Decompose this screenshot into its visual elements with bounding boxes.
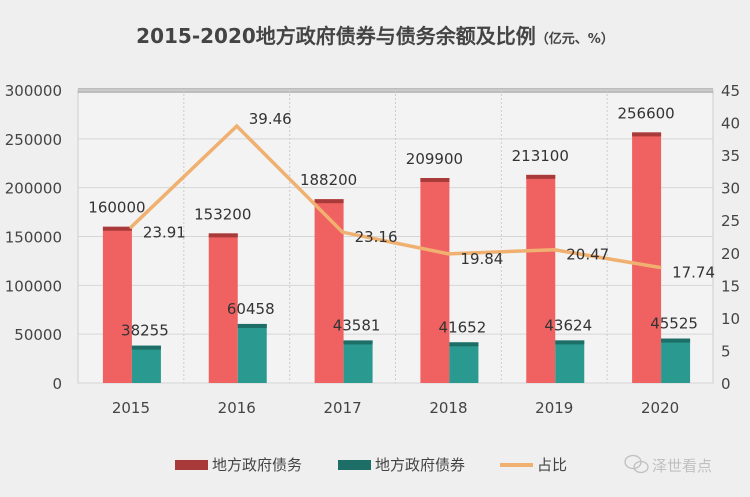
data-label-debt: 188200 [300, 171, 357, 189]
data-label-bond: 41652 [439, 318, 487, 336]
left-tick-label: 100000 [5, 277, 62, 295]
left-tick-label: 0 [52, 375, 62, 393]
ratio-point [129, 225, 133, 229]
bar-debt-cap [632, 132, 662, 137]
ratio-line [129, 123, 661, 270]
right-tick-label: 45 [721, 82, 740, 100]
x-tick-label: 2019 [535, 399, 573, 417]
ratio-point [341, 230, 345, 234]
data-label-bond: 43581 [333, 316, 381, 334]
legend-label-debt: 地方政府债务 [212, 456, 302, 474]
data-label-bond: 45525 [650, 315, 698, 333]
bar-debt-cap [208, 233, 238, 238]
x-tick-label: 2020 [641, 399, 679, 417]
x-tick-label: 2018 [429, 399, 467, 417]
data-label-ratio: 20.47 [566, 246, 609, 264]
ratio-point [658, 265, 662, 269]
legend-swatch-debt [175, 460, 208, 470]
watermark-text: 泽世看点 [652, 457, 712, 475]
bar-debt-cap [314, 199, 344, 204]
bar-bond-cap [343, 340, 373, 345]
bar-debt [102, 226, 132, 383]
bar-bond [555, 340, 585, 383]
x-tick-label: 2015 [112, 399, 150, 417]
data-label-ratio: 17.74 [672, 263, 715, 281]
left-tick-label: 50000 [14, 326, 62, 344]
ratio-point [446, 252, 450, 256]
legend-label-ratio: 占比 [537, 456, 567, 474]
right-tick-label: 5 [721, 342, 731, 360]
bar-bond-cap [555, 340, 585, 345]
ratio-point [552, 248, 556, 252]
right-tick-label: 30 [721, 180, 740, 198]
wechat-icon [624, 454, 649, 474]
right-tick-label: 25 [721, 212, 740, 230]
data-label-bond: 38255 [121, 322, 169, 340]
bar-debt-cap [420, 177, 450, 182]
left-tick-label: 300000 [5, 82, 62, 100]
data-label-ratio: 39.46 [249, 110, 292, 128]
bar-bond [131, 345, 161, 383]
right-tick-label: 35 [721, 147, 740, 165]
legend: 地方政府债务 地方政府债券 占比 [175, 456, 567, 474]
ratio-point [235, 124, 239, 128]
x-tick-label: 2017 [323, 399, 361, 417]
chart-title: 2015-2020地方政府债券与债务余额及比例（亿元、%） [136, 24, 614, 48]
bar-debt-cap [102, 226, 132, 231]
data-label-ratio: 19.84 [460, 250, 503, 268]
bar-debt [632, 132, 662, 383]
bar-bond [237, 323, 267, 383]
legend-swatch-bond [338, 460, 371, 470]
right-tick-label: 20 [721, 245, 740, 263]
left-tick-label: 250000 [5, 131, 62, 149]
right-tick-label: 40 [721, 115, 740, 133]
data-label-debt: 256600 [617, 104, 674, 122]
left-tick-label: 200000 [5, 180, 62, 198]
data-label-ratio: 23.91 [143, 223, 186, 241]
bar-bond-cap [131, 345, 161, 350]
data-label-ratio: 23.16 [355, 228, 398, 246]
data-label-bond: 60458 [227, 300, 275, 318]
data-label-debt: 209900 [406, 150, 463, 168]
bar-bond [449, 342, 479, 383]
bar-bond-cap [237, 323, 267, 328]
data-label-debt: 160000 [88, 199, 145, 217]
right-tick-label: 10 [721, 310, 740, 328]
data-label-bond: 43624 [544, 316, 592, 334]
bar-bond [343, 340, 373, 383]
bar-debt-cap [526, 174, 556, 179]
left-tick-label: 150000 [5, 229, 62, 247]
bar-debt [208, 233, 238, 383]
bar-bond-cap [661, 338, 691, 343]
x-tick-label: 2016 [218, 399, 256, 417]
bar-bond [661, 338, 691, 383]
legend-label-bond: 地方政府债券 [375, 456, 465, 474]
bar-debt [526, 174, 556, 383]
bar-bond-cap [449, 342, 479, 347]
right-tick-label: 0 [721, 375, 731, 393]
data-label-debt: 213100 [512, 147, 569, 165]
bar-debt [420, 177, 450, 383]
data-label-debt: 153200 [194, 205, 251, 223]
right-tick-label: 15 [721, 277, 740, 295]
watermark: 泽世看点 [624, 454, 712, 475]
